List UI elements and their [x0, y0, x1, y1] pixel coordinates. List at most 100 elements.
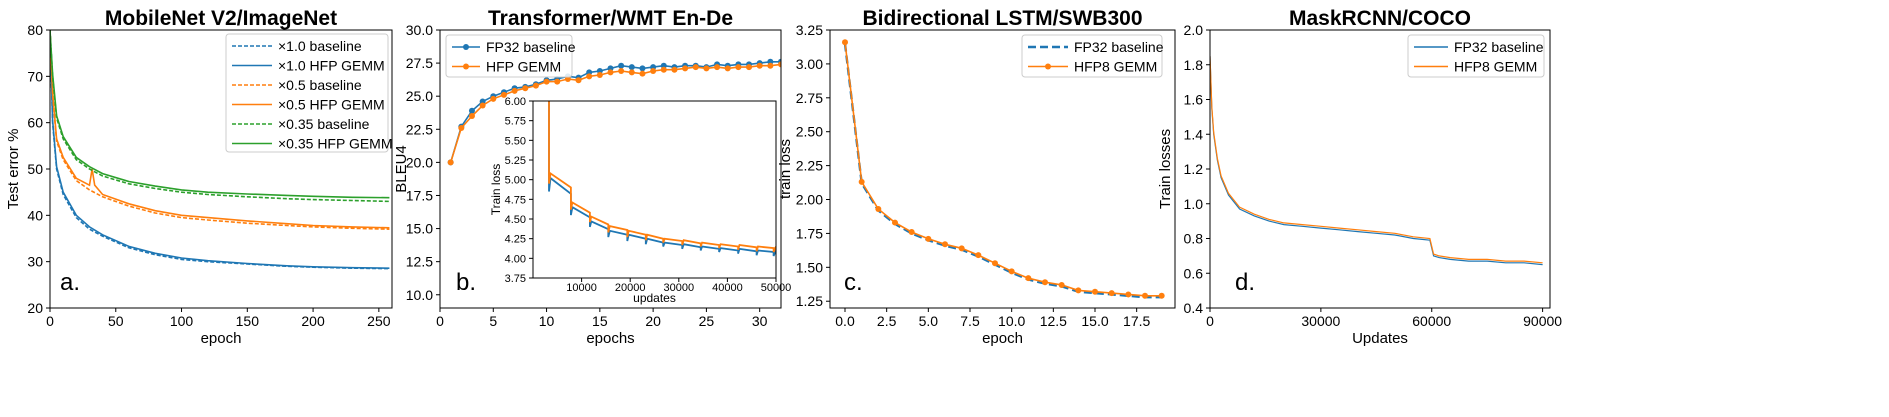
chart-title: Transformer/WMT En-De	[488, 7, 733, 30]
x-tick-label: 2.5	[877, 313, 897, 329]
x-tick-label: 15	[592, 313, 608, 329]
data-point	[756, 62, 763, 69]
x-tick-label: 0.0	[835, 313, 855, 329]
data-point	[746, 64, 753, 71]
x-tick-label: 7.5	[960, 313, 980, 329]
legend-marker	[463, 63, 469, 70]
y-tick-label: 1.75	[796, 225, 823, 241]
data-point	[1075, 287, 1082, 294]
y-tick-label: 1.0	[1184, 196, 1204, 212]
x-tick-label: 40000	[712, 282, 743, 294]
y-tick-label: 3.00	[796, 56, 823, 72]
y-tick-label: 27.5	[406, 55, 433, 71]
legend-box	[225, 33, 389, 153]
y-tick-label: 4.75	[505, 194, 526, 206]
y-tick-label: 6.00	[505, 96, 526, 108]
data-point	[447, 159, 454, 166]
y-axis-label: Train losses	[1157, 129, 1174, 209]
y-tick-label: 1.2	[1184, 161, 1204, 177]
data-point	[650, 68, 657, 75]
chart-panel-1: MobileNet V2/ImageNet 0 50 100 150 200 250 20 30…	[5, 7, 393, 347]
x-tick-label: 30000	[664, 282, 695, 294]
x-axis-label: epoch	[201, 330, 242, 347]
data-point	[479, 102, 486, 109]
y-tick-label: 70	[27, 68, 43, 84]
data-point	[607, 69, 614, 76]
y-tick-label: 1.6	[1184, 92, 1204, 108]
x-tick-label: 10	[539, 313, 555, 329]
x-tick-label: 150	[236, 313, 260, 329]
plot-frame	[439, 29, 782, 309]
legend-label: FP32 baseline	[486, 39, 576, 55]
x-tick-label: 200	[301, 313, 325, 329]
y-tick-label: 15.0	[406, 221, 433, 237]
plot-frame	[49, 29, 393, 309]
data-point	[735, 64, 742, 71]
data-point	[543, 78, 550, 85]
y-tick-label: 20.0	[406, 154, 433, 170]
data-point	[682, 65, 689, 72]
y-tick-label: 2.0	[1184, 22, 1204, 38]
inset-chart: 10000 20000 30000 40000 50000 3.75 4.00 4.25 4.5…	[489, 96, 791, 305]
data-point	[1008, 268, 1015, 275]
x-tick-label: 25	[699, 313, 715, 329]
data-point	[892, 219, 898, 226]
data-point	[628, 64, 635, 71]
x-tick-label: 30	[752, 313, 768, 329]
legend-marker	[463, 44, 469, 50]
x-axis-label: epochs	[586, 330, 634, 347]
data-point	[500, 91, 507, 98]
y-tick-label: 0.6	[1184, 265, 1204, 281]
data-point	[778, 61, 781, 68]
y-tick-label: 2.75	[796, 90, 823, 106]
y-tick-label: 1.50	[796, 259, 823, 275]
x-tick-label: 100	[170, 313, 194, 329]
y-tick-label: 5.25	[505, 155, 526, 167]
y-tick-label: 40	[27, 207, 43, 223]
data-point	[1108, 290, 1115, 297]
y-tick-label: 3.25	[796, 22, 823, 38]
y-tick-label: 2.00	[796, 192, 823, 208]
data-point	[1142, 292, 1148, 299]
x-tick-label: 0	[1206, 313, 1214, 329]
x-axis-label: epoch	[982, 330, 1023, 347]
data-point	[1092, 288, 1098, 295]
data-point	[628, 69, 635, 76]
data-point	[942, 241, 948, 248]
legend-label: HFP8 GEMM	[1074, 59, 1157, 75]
data-point	[490, 95, 497, 102]
x-axis-label: Updates	[1352, 330, 1408, 347]
y-tick-label: 20	[27, 300, 43, 316]
data-point	[522, 85, 529, 92]
y-tick-label: 5.75	[505, 116, 526, 128]
y-tick-label: 25.0	[406, 88, 433, 104]
legend-label: ×0.35 baseline	[278, 116, 370, 132]
y-axis-label: BLEU4	[393, 145, 410, 193]
plot-frame	[532, 100, 777, 279]
data-point	[458, 124, 465, 131]
legend-label: ×0.35 HFP GEMM	[278, 136, 393, 152]
chart-title: MaskRCNN/COCO	[1289, 7, 1471, 30]
x-tick-label: 50000	[761, 282, 792, 294]
y-tick-label: 1.8	[1184, 57, 1204, 73]
data-point	[511, 87, 518, 94]
series-line-5	[50, 30, 390, 199]
chart-title: MobileNet V2/ImageNet	[105, 7, 337, 30]
legend-label: ×1.0 baseline	[278, 38, 362, 54]
plot-frame	[829, 29, 1176, 309]
y-axis-label: Test error %	[5, 129, 22, 210]
y-tick-label: 4.00	[505, 253, 526, 265]
series-line-0	[1210, 56, 1543, 266]
inset-area	[533, 101, 776, 278]
data-point	[468, 107, 475, 114]
y-tick-label: 50	[27, 161, 43, 177]
y-tick-label: 17.5	[406, 187, 433, 203]
data-point	[1025, 275, 1032, 282]
x-tick-label: 30000	[1301, 313, 1340, 329]
x-tick-label: 10000	[566, 282, 597, 294]
y-tick-label: 3.75	[505, 273, 526, 285]
data-point	[858, 178, 865, 185]
inset-y-axis-label: Train loss	[489, 164, 503, 216]
data-point	[586, 73, 593, 80]
